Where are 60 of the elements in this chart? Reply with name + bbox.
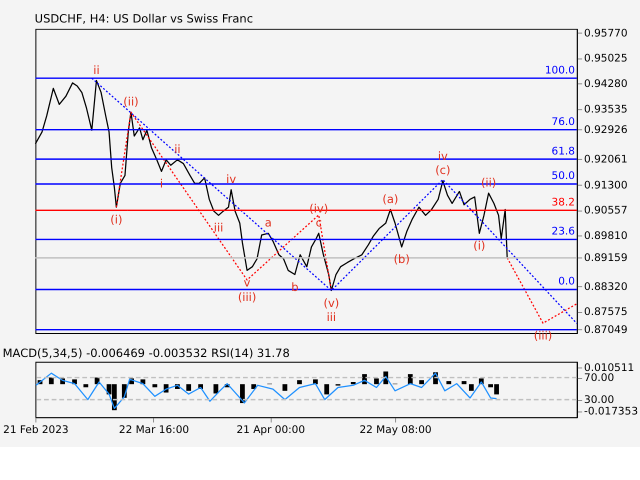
annotation: ii — [93, 62, 100, 77]
y-tick-label: 0.89159 — [584, 252, 628, 264]
bar — [83, 384, 88, 388]
bar — [282, 384, 288, 391]
y-tick-label: 0.92926 — [584, 124, 628, 136]
y-tick-label: 0.95025 — [584, 52, 628, 65]
y-tick-label: 0.010511 — [584, 362, 634, 374]
annotation: ii — [174, 142, 181, 156]
annotation: 0.0 — [558, 276, 575, 288]
x-tick-label: 21 Feb 2023 — [3, 424, 69, 436]
bar — [462, 381, 466, 384]
y-tick-label: 0.92061 — [584, 153, 628, 166]
bar — [419, 380, 424, 384]
y2-tick-label: 30.00 — [584, 394, 614, 406]
annotation: 38.2 — [552, 196, 575, 209]
y-tick-label: 0.89810 — [584, 230, 628, 242]
chart-title: MACD(5,34,5) -0.006469 -0.003532 RSI(14) 31.78 — [2, 346, 290, 360]
line-series — [35, 372, 498, 410]
bar — [297, 380, 302, 384]
bar — [152, 384, 158, 388]
annotation: iv — [226, 172, 236, 186]
y-tick-label: 0.94280 — [584, 78, 628, 90]
x-tick-label: 21 Apr 00:00 — [236, 424, 306, 436]
annotation: i — [160, 176, 164, 191]
annotation: (iii) — [238, 290, 256, 304]
annotation: (c) — [435, 163, 450, 178]
annotation: (i) — [110, 212, 122, 226]
y-tick-label: 0.93535 — [584, 103, 628, 116]
annotation: (i) — [473, 238, 486, 253]
annotation: c — [316, 216, 322, 230]
y2-tick-label: 70.00 — [584, 372, 614, 384]
annotation: (b) — [394, 252, 410, 266]
annotation: iii — [326, 310, 336, 324]
bar — [468, 384, 474, 391]
chart-title: USDCHF, H4: US Dollar vs Swiss Franc — [34, 11, 254, 26]
annotation: (ii) — [123, 94, 139, 108]
y-tick-label: 0.88320 — [584, 280, 628, 293]
annotation: v — [244, 276, 251, 290]
annotation: 23.6 — [552, 226, 576, 238]
y-tick-label: 0.95770 — [584, 27, 628, 40]
annotation: iii — [214, 220, 224, 235]
annotation: (v) — [323, 296, 340, 310]
x-tick-label: 22 Mar 16:00 — [118, 424, 190, 436]
bar — [446, 381, 452, 384]
annotation: 100.0 — [544, 64, 575, 76]
bar — [186, 384, 192, 391]
annotation: a — [264, 216, 272, 230]
annotation: (a) — [382, 192, 398, 206]
y-tick-label: 0.91300 — [584, 179, 628, 192]
bar — [213, 384, 218, 394]
bar — [324, 384, 330, 394]
y-tick-label: 0.87575 — [584, 306, 628, 318]
y-tick-label: -0.017353 — [584, 405, 638, 418]
x-tick-label: 22 May 08:00 — [359, 424, 432, 436]
bar — [374, 378, 379, 384]
annotation: 50.0 — [552, 170, 575, 182]
annotation: 76.0 — [552, 116, 575, 128]
annotation: 61.8 — [552, 145, 575, 158]
y-tick-label: 0.90557 — [584, 204, 628, 217]
y-tick-label: 0.87049 — [584, 324, 628, 336]
